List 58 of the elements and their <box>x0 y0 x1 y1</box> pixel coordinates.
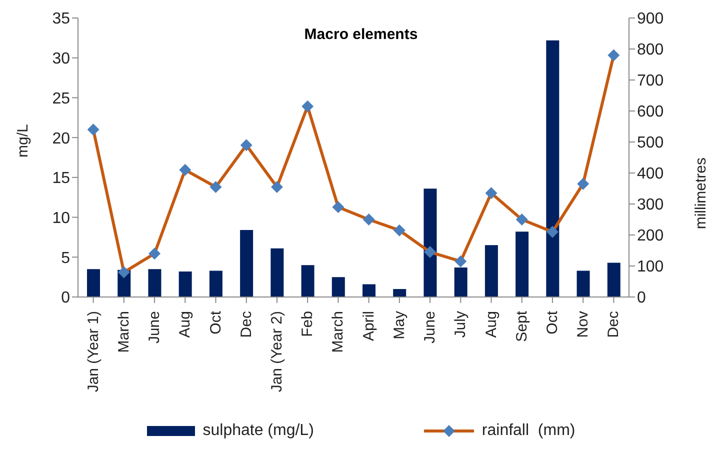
x-tick-label: Feb <box>299 311 316 337</box>
x-tick-label: March <box>330 311 347 353</box>
bar <box>270 248 284 297</box>
y2-tick-label: 400 <box>637 166 664 183</box>
bar <box>148 269 162 297</box>
legend-label: rainfall (mm) <box>482 422 576 440</box>
y2-axis-title: millimetres <box>692 158 710 230</box>
x-tick-label: April <box>360 311 378 342</box>
bar <box>393 289 406 297</box>
bar <box>484 245 498 297</box>
y-axis-title: mg/L <box>14 124 32 158</box>
bar <box>362 284 376 297</box>
y2-tick-label: 800 <box>637 42 664 59</box>
bar <box>607 262 620 297</box>
y2-tick-label: 500 <box>637 134 664 152</box>
y-tick-label: 25 <box>52 90 70 108</box>
y2-tick-label: 300 <box>637 196 664 214</box>
y2-tick-label: 0 <box>637 290 646 307</box>
x-tick-label: Jan (Year 1) <box>84 311 102 392</box>
x-tick-label: Sept <box>513 310 530 342</box>
bar <box>576 270 590 297</box>
x-tick-label: Aug <box>176 311 194 338</box>
bar <box>454 268 468 297</box>
bar <box>240 230 254 297</box>
y-tick-label: 15 <box>52 170 70 188</box>
x-tick-label: Dec <box>605 310 622 338</box>
y2-tick-label: 600 <box>637 104 664 121</box>
y-tick-label: 5 <box>61 250 70 267</box>
bar <box>301 265 314 297</box>
bar <box>178 271 192 297</box>
y-tick-label: 0 <box>61 290 70 307</box>
x-tick-label: June <box>422 311 439 344</box>
y2-tick-label: 200 <box>637 228 664 245</box>
bar <box>424 188 437 297</box>
bar <box>332 277 345 297</box>
y2-tick-label: 100 <box>637 258 664 276</box>
x-tick-label: Oct <box>207 310 224 334</box>
y-tick-label: 30 <box>52 50 70 68</box>
bar <box>209 270 222 297</box>
x-tick-label: May <box>390 310 408 340</box>
x-tick-label: Aug <box>482 311 500 338</box>
legend-label: sulphate (mg/L) <box>202 422 314 440</box>
text: Macro elements <box>303 26 419 43</box>
bar <box>546 40 560 297</box>
bar <box>87 269 100 297</box>
x-tick-label: Nov <box>574 310 592 338</box>
y2-tick-label: 700 <box>637 72 664 90</box>
x-tick-label: Oct <box>544 310 561 334</box>
y-tick-label: 20 <box>52 130 70 148</box>
y-tick-label: 10 <box>52 210 70 227</box>
bar <box>516 232 529 297</box>
y-tick-label: 35 <box>52 10 70 28</box>
y2-tick-label: 900 <box>637 10 664 28</box>
x-tick-label: March <box>115 311 132 353</box>
x-tick-label: Jan (Year 2) <box>268 311 286 392</box>
x-tick-label: June <box>146 311 164 344</box>
x-tick-label: July <box>452 310 470 338</box>
x-tick-label: Dec <box>238 310 255 338</box>
